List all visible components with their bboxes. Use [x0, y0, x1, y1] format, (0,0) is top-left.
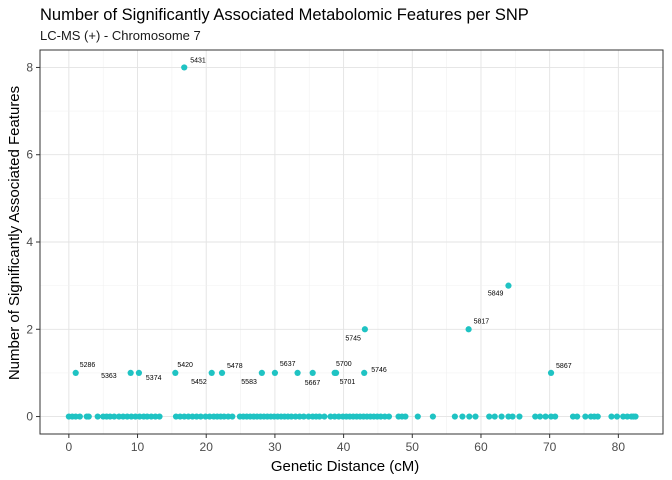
y-tick-label: 4 [26, 235, 33, 249]
data-point [552, 413, 559, 420]
data-point [271, 369, 279, 377]
data-point [309, 369, 316, 377]
data-point [594, 413, 601, 420]
data-point [72, 369, 79, 377]
data-point [208, 369, 215, 377]
data-point [385, 413, 393, 420]
x-tick-label: 30 [268, 440, 282, 454]
data-point [85, 413, 92, 420]
data-point [94, 413, 101, 420]
x-tick-label: 40 [337, 440, 351, 454]
data-point [197, 413, 204, 420]
data-point [505, 282, 512, 289]
grid [40, 50, 663, 434]
data-point [582, 413, 589, 420]
y-axis-ticks: 0 2 4 6 8 [26, 60, 40, 424]
data-point [321, 413, 328, 420]
data-point [532, 413, 539, 420]
data-point [361, 369, 368, 377]
x-tick-label: 70 [543, 440, 557, 454]
data-point [486, 413, 493, 420]
data-point [509, 413, 516, 420]
data-point [429, 413, 436, 420]
data-point [111, 413, 118, 420]
data-point [361, 326, 368, 333]
x-tick-label: 50 [406, 440, 420, 454]
zero-points-group [65, 413, 639, 420]
x-tick-label: 60 [474, 440, 488, 454]
point-label: 5431 [190, 57, 206, 64]
y-tick-label: 2 [26, 322, 33, 336]
point-label: 5363 [101, 373, 117, 380]
point-label: 5452 [191, 379, 207, 386]
data-point [536, 413, 544, 420]
data-point [156, 413, 163, 420]
data-point [465, 326, 472, 333]
data-point [414, 413, 421, 420]
x-axis-label: Genetic Distance (cM) [271, 458, 419, 475]
y-tick-label: 0 [26, 410, 33, 424]
data-point [542, 413, 549, 420]
data-point [516, 413, 523, 420]
data-point [613, 413, 621, 420]
data-point [127, 369, 134, 377]
point-label: 5478 [227, 363, 243, 370]
data-point [76, 413, 83, 420]
point-label: 5701 [340, 379, 356, 386]
point-label: 5700 [336, 361, 352, 368]
point-label: 5583 [241, 379, 257, 386]
data-point [632, 413, 639, 420]
y-tick-label: 6 [26, 148, 33, 162]
data-point [472, 413, 479, 420]
data-point [218, 369, 226, 377]
data-point [181, 64, 188, 71]
x-tick-label: 20 [200, 440, 214, 454]
data-point [491, 413, 498, 420]
point-label: 5849 [488, 291, 504, 298]
data-point [547, 369, 555, 377]
point-label: 5867 [556, 363, 572, 370]
x-tick-label: 0 [66, 440, 73, 454]
data-point [300, 413, 307, 420]
x-tick-label: 10 [131, 440, 145, 454]
point-label: 5667 [305, 380, 321, 387]
data-point [498, 413, 505, 420]
labeled-points-group: 5286 5363 5374 5420 5431 5452 5478 5583 5637 5667… [72, 57, 572, 387]
data-point [135, 369, 143, 377]
data-point [402, 413, 409, 420]
data-point [229, 413, 236, 420]
point-label: 5374 [146, 375, 162, 382]
point-label: 5420 [177, 362, 193, 369]
point-label: 5637 [280, 361, 296, 368]
data-point [172, 369, 179, 377]
data-point [608, 413, 615, 420]
data-point [316, 413, 323, 420]
data-point [294, 369, 301, 377]
data-point [331, 369, 338, 377]
data-point [574, 413, 581, 420]
point-label: 5286 [80, 362, 96, 369]
data-point [258, 369, 265, 377]
data-point [459, 413, 466, 420]
point-label: 5817 [474, 318, 490, 325]
data-point [451, 413, 458, 420]
point-label: 5746 [371, 367, 387, 374]
y-axis-label: Number of Significantly Associated Featu… [6, 86, 23, 380]
point-label: 5745 [345, 335, 361, 342]
data-point [466, 413, 473, 420]
y-tick-label: 8 [26, 60, 33, 74]
x-tick-label: 80 [612, 440, 626, 454]
chart-subtitle: LC-MS (+) - Chromosome 7 [40, 28, 201, 43]
chart-title: Number of Significantly Associated Metab… [40, 6, 529, 24]
x-axis-ticks: 0 10 20 30 40 50 60 70 80 [66, 434, 626, 454]
